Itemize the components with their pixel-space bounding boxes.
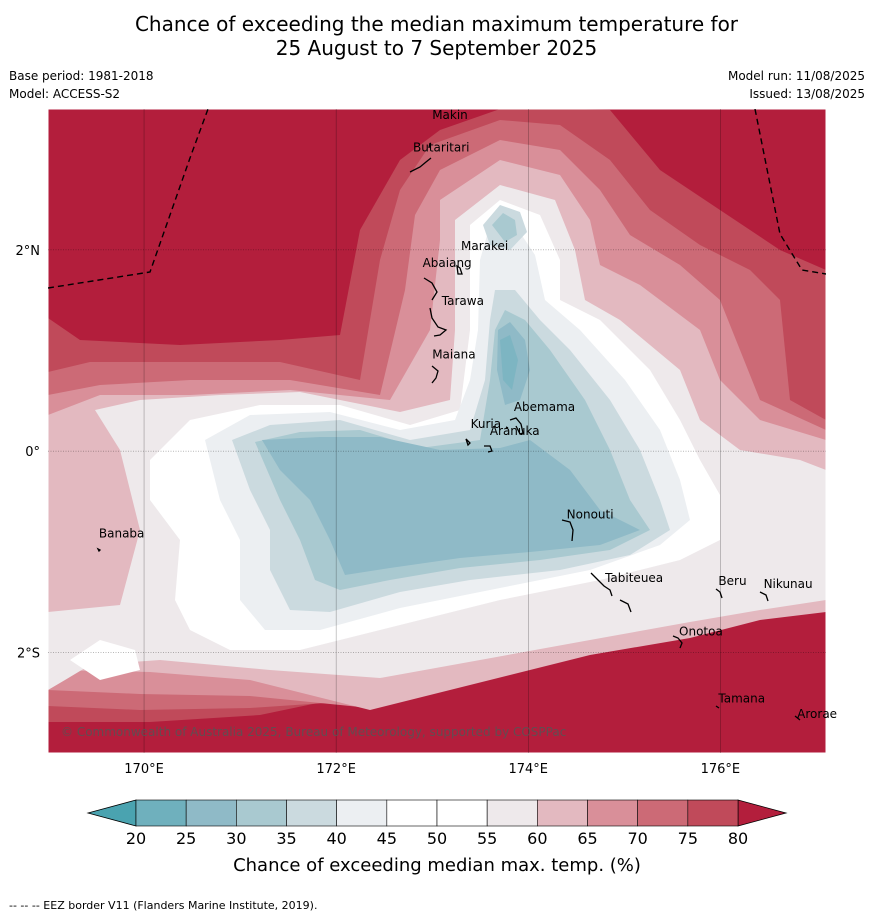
colorbar-cell: [135, 799, 187, 827]
title-line-2: 25 August to 7 September 2025: [275, 36, 598, 60]
colorbar-tick-label: 80: [728, 829, 748, 848]
place-label-aranuka: Aranuka: [490, 424, 540, 438]
place-label-beru: Beru: [718, 574, 746, 588]
contour-band-35-north: [492, 213, 517, 242]
place-label-arorae: Arorae: [797, 707, 837, 721]
place-label-onotoa: Onotoa: [679, 624, 723, 638]
island-beru: [715, 588, 723, 599]
colorbar-tick-label: 25: [176, 829, 196, 848]
colorbar-tick-labels: 20 25 30 35 40 45 50 55 60 65 70 75 80: [126, 829, 748, 848]
colorbar-cell: [486, 799, 538, 827]
title-line-1: Chance of exceeding the median maximum t…: [134, 12, 739, 36]
colorbar-tick-label: 70: [627, 829, 647, 848]
colorbar-tick-label: 45: [377, 829, 397, 848]
model-name: Model: ACCESS-S2: [9, 87, 121, 101]
eez-border-ne: [754, 109, 826, 275]
place-labels: Makin Butaritari Marakei Abaiang Tarawa Maian…: [99, 108, 837, 721]
place-label-banaba: Banaba: [99, 527, 145, 541]
island-onotoa: [672, 635, 683, 649]
meta-left: Base period: 1981-2018 Model: ACCESS-S2: [9, 67, 154, 103]
island-nonouti: [561, 519, 574, 542]
axis-ticks: 170°E 172°E 174°E 176°E 2°N 0° 2°S: [16, 244, 741, 777]
colorbar-cell: [537, 799, 588, 827]
colorbar-cell: [336, 799, 388, 827]
lon-tick-label: 170°E: [124, 762, 164, 777]
colorbar-tick-label: 60: [527, 829, 547, 848]
colorbar-cell: [436, 799, 488, 827]
place-label-abemama: Abemama: [514, 400, 575, 414]
island-butaritari: [409, 157, 432, 173]
contour-band-25: [500, 335, 518, 390]
island-maiana: [431, 365, 439, 384]
colorbar-tick-label: 55: [477, 829, 497, 848]
island-tarawa: [429, 307, 448, 337]
colorbar-tick-label: 65: [577, 829, 597, 848]
colorbar-tick-label: 30: [226, 829, 246, 848]
colorbar-cell: [386, 799, 438, 827]
island-kuria: [465, 438, 471, 447]
lat-tick-label: 2°N: [16, 244, 41, 259]
contour-band-30: [262, 437, 640, 575]
colorbar-cell: [185, 799, 237, 827]
island-tamana: [715, 705, 720, 709]
colorbar-tick-label: 50: [427, 829, 447, 848]
place-label-makin: Makin: [432, 108, 468, 122]
eez-footnote: -- -- -- EEZ border V11 (Flanders Marine…: [9, 899, 318, 912]
colorbar-cell: [637, 799, 689, 827]
map-frame: [47, 108, 827, 754]
colorbar: 20 25 30 35 40 45 50 55 60 65 70 75 80 Chance of exc…: [86, 799, 788, 876]
place-label-kuria: Kuria: [471, 417, 502, 431]
place-label-maiana: Maiana: [432, 348, 475, 362]
colorbar-cell: [286, 799, 337, 827]
graticule: [48, 109, 826, 753]
lon-tick-label: 176°E: [701, 762, 741, 777]
place-label-nikunau: Nikunau: [764, 577, 813, 591]
colorbar-cell: [587, 799, 638, 827]
meta-right: Model run: 11/08/2025 Issued: 13/08/2025: [728, 67, 865, 103]
colorbar-title: Chance of exceeding median max. temp. (%…: [233, 855, 641, 876]
issued-date: Issued: 13/08/2025: [749, 87, 865, 101]
place-label-abaiang: Abaiang: [423, 256, 472, 270]
island-abemama: [505, 417, 524, 435]
colorbar-cells: [135, 799, 739, 827]
lat-tick-label: 0°: [25, 445, 40, 460]
colorbar-tick-label: 40: [326, 829, 346, 848]
lat-tick-label: 2°S: [17, 646, 40, 661]
island-outlines: [96, 142, 801, 721]
base-period: Base period: 1981-2018: [9, 69, 154, 83]
place-label-nonouti: Nonouti: [567, 508, 614, 522]
island-aranuka: [484, 445, 493, 453]
colorbar-under-arrow: [86, 799, 137, 827]
place-label-tarawa: Tarawa: [441, 294, 484, 308]
colorbar-over-arrow: [737, 799, 788, 827]
colorbar-cell: [687, 799, 739, 827]
island-nikunau: [759, 591, 769, 602]
island-arorae: [794, 715, 801, 721]
island-marakei: [456, 264, 463, 275]
copyright-notice: © Commonwealth of Australia 2025, Bureau…: [61, 725, 566, 739]
island-banaba: [96, 547, 102, 553]
colorbar-tick-label: 20: [126, 829, 146, 848]
lon-tick-label: 172°E: [316, 762, 356, 777]
lon-tick-label: 174°E: [508, 762, 548, 777]
eez-borders: [48, 109, 826, 289]
place-label-tamana: Tamana: [717, 692, 765, 706]
model-run: Model run: 11/08/2025: [727, 69, 865, 83]
island-abaiang: [423, 277, 438, 301]
colorbar-tick-label: 35: [276, 829, 296, 848]
place-label-marakei: Marakei: [461, 239, 508, 253]
place-label-butaritari: Butaritari: [413, 140, 470, 154]
colorbar-cell: [236, 799, 287, 827]
eez-border-nw: [48, 109, 209, 289]
contour-field: [48, 109, 826, 753]
contour-band-50-sw: [70, 640, 140, 680]
place-label-tabiteuea: Tabiteuea: [604, 571, 663, 585]
island-tabiteuea: [590, 572, 632, 613]
island-makin: [428, 142, 431, 149]
colorbar-tick-label: 75: [678, 829, 698, 848]
map-title: Chance of exceeding the median maximum t…: [0, 12, 873, 60]
